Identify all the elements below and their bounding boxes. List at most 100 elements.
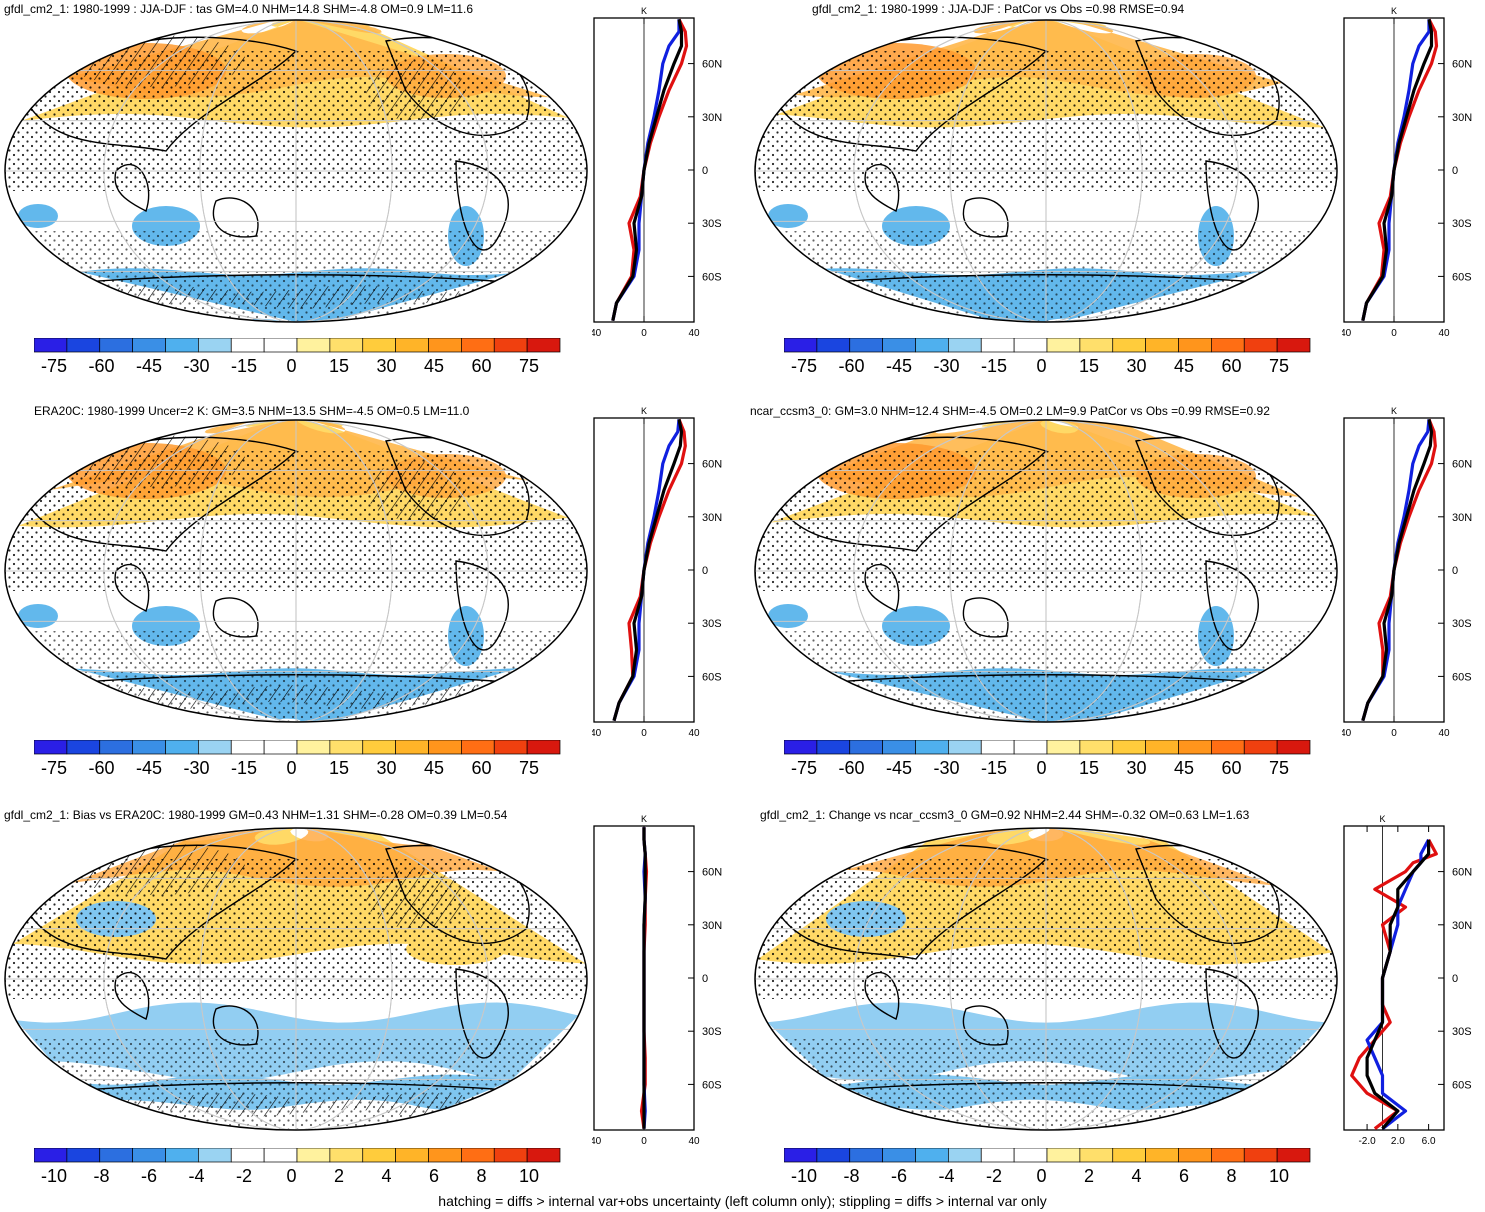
colorbar-swatch <box>263 338 298 353</box>
colorbar-tick-label: 2 <box>334 1166 344 1186</box>
colorbar-swatch <box>461 740 495 755</box>
colorbar-swatch <box>296 1148 331 1163</box>
colorbar-tick-label: 0 <box>1036 758 1046 778</box>
profile-x-tick: 0 <box>641 328 647 339</box>
colorbar-swatch <box>1013 740 1048 755</box>
colorbar-swatch <box>34 338 68 353</box>
colorbar-swatch <box>493 740 528 755</box>
colorbar-tick-label: 30 <box>376 758 396 778</box>
colorbar-tick-label: -45 <box>136 356 162 376</box>
colorbar-swatch <box>1112 740 1146 755</box>
colorbar-tick-label: -8 <box>93 1166 109 1186</box>
colorbar-swatch <box>99 1148 133 1163</box>
colorbar-swatch <box>816 338 851 353</box>
colorbar-tick-label: -60 <box>838 356 864 376</box>
profile-lat-tick: 0 <box>702 565 708 577</box>
colorbar-tick-label: -8 <box>843 1166 859 1186</box>
colorbar-tick-label: -45 <box>886 758 912 778</box>
profile-units-label: K <box>641 406 647 416</box>
figure-footer: hatching = diffs > internal var+obs unce… <box>438 1193 1047 1209</box>
colorbar-swatch <box>395 740 429 755</box>
colorbar-tick-label: -6 <box>141 1166 157 1186</box>
profile-lat-tick: 30S <box>702 1026 722 1038</box>
profile-x-tick: 6.0 <box>1422 1136 1436 1147</box>
colorbar-tick-label: -45 <box>886 356 912 376</box>
colorbar-tick-label: 60 <box>471 758 491 778</box>
colorbar-tick-label: 0 <box>286 356 296 376</box>
colorbar-tick-label: 30 <box>1126 758 1146 778</box>
colorbar-swatch <box>198 338 232 353</box>
profile-lat-tick: 30S <box>1452 1026 1472 1038</box>
colorbar-tick-label: 0 <box>1036 1166 1046 1186</box>
colorbar-swatch <box>198 740 232 755</box>
profile-lat-tick: 60N <box>1452 459 1472 471</box>
profile-lat-tick: 30N <box>1452 512 1472 524</box>
colorbar-swatch <box>980 740 1015 755</box>
map-border <box>754 419 1338 723</box>
colorbar-swatch <box>980 338 1015 353</box>
colorbar-swatch <box>1013 1148 1048 1163</box>
colorbar-swatch <box>882 740 916 755</box>
colorbar-swatch <box>132 338 166 353</box>
zonal-profile: K 60N 30N 0 30S 60S -40 0 40 <box>1342 406 1472 739</box>
colorbar-swatch <box>1243 740 1278 755</box>
colorbar-swatch <box>34 1148 68 1163</box>
profile-lat-tick: 60N <box>702 867 722 879</box>
colorbar-tick-label: 15 <box>1079 758 1099 778</box>
colorbar-tick-label: 45 <box>1174 356 1194 376</box>
colorbar-swatch <box>99 338 133 353</box>
colorbar-swatch <box>1243 1148 1278 1163</box>
colorbar-swatch <box>1211 740 1245 755</box>
robinson-map <box>754 827 1338 1131</box>
colorbar-swatch <box>428 740 462 755</box>
zonal-profile: K 60N 30N 0 30S 60S -40 0 40 <box>1342 6 1472 339</box>
colorbar-tick-label: 45 <box>1174 758 1194 778</box>
colorbar-tick-label: 30 <box>1126 356 1146 376</box>
colorbar-tick-label: 15 <box>329 356 349 376</box>
colorbar-swatch <box>784 740 818 755</box>
profile-series-line <box>612 418 684 722</box>
profile-lat-tick: 60S <box>702 271 722 283</box>
zonal-profile: K 60N 30N 0 30S 60S -40 0 40 <box>592 814 722 1147</box>
colorbar-tick-label: 6 <box>1179 1166 1189 1186</box>
profile-units-label: K <box>1391 406 1397 416</box>
profile-series-line <box>1361 18 1434 322</box>
colorbar-swatch <box>198 1148 232 1163</box>
colorbar-swatch <box>526 740 561 755</box>
profile-lat-tick: 60S <box>1452 271 1472 283</box>
colorbar-tick-label: -6 <box>891 1166 907 1186</box>
colorbar-tick-label: -15 <box>981 356 1007 376</box>
colorbar-tick-label: -30 <box>183 356 209 376</box>
panel-title: gfdl_cm2_1: Bias vs ERA20C: 1980-1999 GM… <box>4 808 508 822</box>
colorbar: -75 -60 -45 -30 -15 0 15 30 45 60 75 <box>784 740 1311 778</box>
colorbar-swatch <box>132 1148 166 1163</box>
colorbar-swatch <box>461 338 495 353</box>
colorbar-swatch <box>1211 1148 1245 1163</box>
robinson-map <box>4 419 588 723</box>
colorbar-tick-label: -15 <box>981 758 1007 778</box>
profile-lat-tick: 0 <box>1452 165 1458 177</box>
colorbar-swatch <box>230 1148 265 1163</box>
robinson-map <box>4 19 588 323</box>
colorbar-swatch <box>1079 740 1114 755</box>
colorbar: -10 -8 -6 -4 -2 0 2 4 6 8 10 <box>784 1148 1311 1186</box>
colorbar: -10 -8 -6 -4 -2 0 2 4 6 8 10 <box>34 1148 561 1186</box>
colorbar-tick-label: 75 <box>1269 356 1289 376</box>
colorbar-swatch <box>428 1148 462 1163</box>
colorbar-tick-label: 4 <box>1131 1166 1141 1186</box>
profile-x-tick: 0 <box>1391 328 1397 339</box>
colorbar-tick-label: 4 <box>381 1166 391 1186</box>
colorbar-tick-label: -4 <box>188 1166 204 1186</box>
colorbar-swatch <box>784 338 818 353</box>
colorbar-swatch <box>1178 338 1212 353</box>
profile-units-label: K <box>641 6 647 16</box>
colorbar-swatch <box>362 1148 396 1163</box>
colorbar-tick-label: 75 <box>1269 758 1289 778</box>
colorbar-swatch <box>329 1148 364 1163</box>
profile-lat-tick: 60S <box>1452 671 1472 683</box>
panel-title: gfdl_cm2_1: 1980-1999 : JJA-DJF : tas GM… <box>4 2 473 16</box>
profile-x-tick: -40 <box>592 1136 602 1147</box>
profile-x-tick: 40 <box>1438 328 1450 339</box>
map-border <box>4 419 588 723</box>
colorbar-swatch <box>263 1148 298 1163</box>
